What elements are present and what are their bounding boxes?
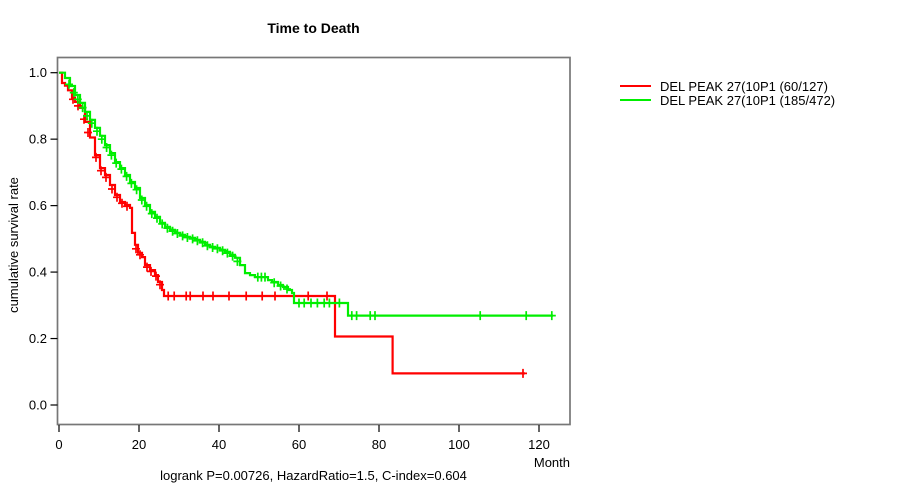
group-red-curve: [59, 71, 525, 375]
group-red-censor-marks: [69, 94, 527, 378]
x-axis-label: Month: [533, 455, 570, 470]
y-tick-label: 1.0: [29, 65, 47, 80]
group-green-censor-marks: [65, 79, 556, 321]
red-line-swatch: [620, 85, 651, 87]
green-line-swatch: [620, 99, 651, 101]
x-tick-label: 120: [528, 437, 550, 452]
x-tick-label: 100: [448, 437, 470, 452]
legend-label-green: DEL PEAK 27(10P1 (185/472): [660, 92, 836, 108]
plot-box: [56, 56, 571, 426]
y-tick-label: 0.8: [29, 132, 47, 147]
y-tick-label: 0.2: [29, 331, 47, 346]
legend: DEL PEAK 27(10P1 (60/127) DEL PEAK 27(10…: [620, 78, 836, 108]
y-tick-label: 0.6: [29, 198, 47, 213]
x-tick-label: 80: [372, 437, 386, 452]
stats-annotation: logrank P=0.00726, HazardRatio=1.5, C-in…: [160, 468, 467, 483]
x-tick-label: 20: [132, 437, 146, 452]
x-tick-label: 0: [55, 437, 62, 452]
legend-label-red: DEL PEAK 27(10P1 (60/127): [660, 78, 828, 94]
x-tick-label: 40: [212, 437, 226, 452]
x-tick-label: 60: [292, 437, 306, 452]
y-tick-label: 0.0: [29, 398, 47, 413]
legend-row-red: DEL PEAK 27(10P1 (60/127): [620, 78, 835, 94]
chart-title: Time to Death: [267, 20, 360, 36]
legend-row-green: DEL PEAK 27(10P1 (185/472): [620, 92, 836, 108]
group-green-curve: [59, 71, 553, 317]
y-tick-label: 0.4: [29, 265, 47, 280]
